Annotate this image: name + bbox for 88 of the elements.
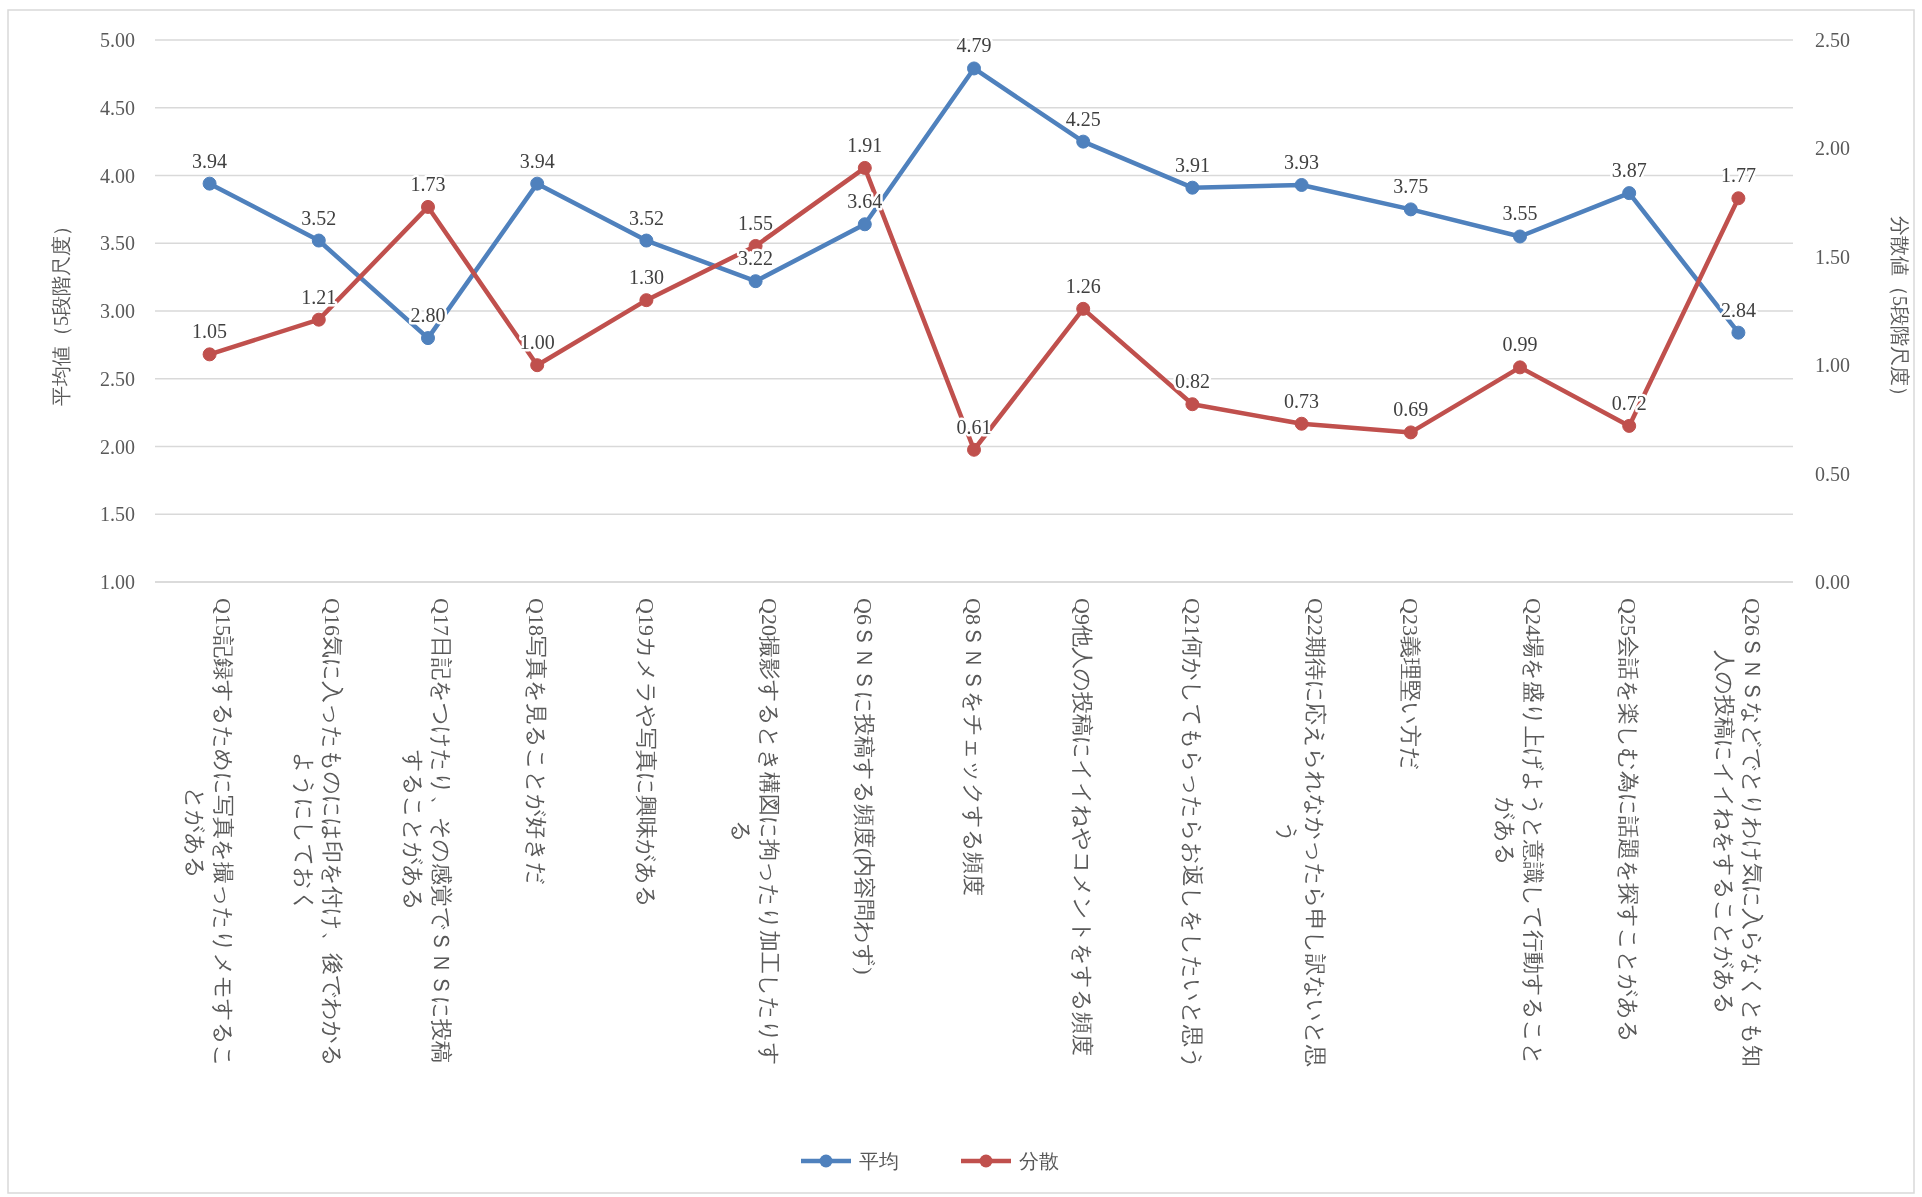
y-tick-label: 4.50 (100, 96, 135, 119)
data-label: 1.05 (192, 320, 228, 343)
y2-tick-label: 1.00 (1815, 354, 1850, 377)
point (1076, 301, 1091, 316)
data-label: 3.55 (1502, 202, 1538, 225)
data-label: 4.79 (956, 34, 992, 57)
y2-tick-label: 0.00 (1815, 571, 1850, 593)
point (857, 160, 872, 175)
point (748, 274, 763, 289)
x-tick-label: Q22期待に応えられなかったら申し訳ないと思う (1274, 598, 1328, 1067)
y2-tick-label: 2.00 (1815, 137, 1850, 160)
data-label: 3.94 (192, 149, 228, 172)
point (1731, 325, 1746, 340)
legend-label: 分散 (1019, 1150, 1059, 1172)
data-label: 2.84 (1720, 298, 1756, 321)
point (857, 217, 872, 232)
data-label: 1.30 (628, 266, 664, 289)
point (530, 358, 545, 373)
legend-label: 平均 (859, 1150, 899, 1172)
data-label: 1.21 (301, 285, 337, 308)
data-label: 1.55 (738, 211, 774, 234)
data-label: 4.25 (1065, 107, 1101, 130)
data-label: 3.94 (519, 149, 555, 172)
data-label: 3.22 (738, 247, 774, 270)
y2label: 分散値（5段階尺度） (1889, 216, 1911, 406)
y-tick-label: 4.00 (100, 164, 135, 187)
point (1622, 418, 1637, 433)
x-tick-label: Q21何かしてもらったらお返しをしたいと思う (1179, 598, 1205, 1070)
data-label: 1.91 (847, 133, 883, 156)
x-tick-label: Q8ＳＮＳをチェックする頻度 (961, 598, 987, 896)
point (1403, 202, 1418, 217)
y2-tick-label: 0.50 (1815, 462, 1850, 485)
x-tick-label: Q16気に入ったものには印を付け、後でわかるようにしておく (292, 598, 346, 1067)
ylabel: 平均値（5段階尺度） (50, 216, 72, 406)
y-tick-label: 1.50 (100, 503, 135, 526)
x-tick-label: Q6ＳＮＳに投稿する頻度(内容問わず) (852, 598, 878, 975)
x-tick-label: Q24場を盛り上げようと意識して行動することがある (1493, 598, 1547, 1066)
y2-tick-label: 1.50 (1815, 245, 1850, 268)
point (1294, 177, 1309, 192)
point (1185, 180, 1200, 195)
point (1185, 397, 1200, 412)
x-tick-label: Q19カメラや写真に興味がある (633, 598, 659, 908)
point (1076, 134, 1091, 149)
data-label: 3.52 (628, 206, 664, 229)
data-label: 3.52 (301, 206, 337, 229)
data-label: 1.73 (410, 172, 446, 195)
y2-tick-label: 2.50 (1815, 29, 1850, 51)
data-label: 3.91 (1174, 153, 1210, 176)
data-label: 1.77 (1720, 164, 1756, 187)
x-tick-label: Q26ＳＮＳなどでとりわけ気に入らなくとも知人の投稿にイイねをすることがある (1711, 598, 1765, 1067)
point (1403, 425, 1418, 440)
point (202, 176, 217, 191)
x-tick-label: Q9他人の投稿にイイねやコメントをする頻度 (1070, 598, 1096, 1056)
x-tick-label: Q23義理堅い方だ (1398, 598, 1424, 770)
point (421, 331, 435, 346)
point (1513, 229, 1527, 244)
point (639, 293, 654, 308)
data-label: 0.99 (1502, 333, 1538, 356)
point (967, 61, 981, 76)
point (311, 312, 326, 327)
point (311, 233, 326, 248)
point (421, 199, 435, 214)
data-label: 0.73 (1284, 389, 1320, 412)
point (1513, 360, 1527, 375)
point (530, 176, 545, 191)
data-label: 3.75 (1393, 175, 1429, 198)
x-tick-label: Q25会話を楽しむ為に話題を探すことがある (1616, 598, 1642, 1043)
data-label: 1.26 (1065, 274, 1101, 297)
data-label: 0.69 (1393, 398, 1429, 421)
data-label: 3.93 (1284, 150, 1320, 173)
point (202, 347, 217, 362)
x-tick-label: Q20撮影するとき構図に拘ったり加工したりする (728, 598, 782, 1066)
point (1622, 186, 1637, 201)
x-tick-label: Q15記録するために写真を撮ったりメモすることがある (182, 598, 236, 1068)
y-tick-label: 3.50 (100, 232, 135, 255)
data-label: 3.87 (1611, 159, 1647, 182)
point (1294, 416, 1309, 431)
y-tick-label: 1.00 (100, 571, 135, 593)
x-tick-label: Q17日記をつけたり、その感覚でＳＮＳに投稿することがある (401, 598, 455, 1063)
point (967, 442, 981, 457)
y-tick-label: 5.00 (100, 29, 135, 51)
data-label: 0.82 (1174, 370, 1210, 393)
point (639, 233, 654, 248)
point (1731, 191, 1746, 206)
y-tick-label: 3.00 (100, 300, 135, 322)
y-tick-label: 2.00 (100, 435, 135, 458)
x-tick-label: Q18写真を見ることが好きだ (524, 598, 550, 885)
y-tick-label: 2.50 (100, 367, 135, 390)
